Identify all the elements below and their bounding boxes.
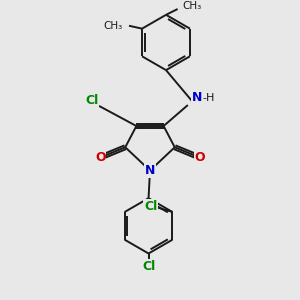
Text: N: N: [191, 91, 202, 104]
Text: CH₃: CH₃: [182, 1, 201, 11]
Text: Cl: Cl: [142, 260, 155, 273]
Text: O: O: [95, 151, 106, 164]
Text: -H: -H: [202, 93, 215, 103]
Text: Cl: Cl: [85, 94, 98, 107]
Text: N: N: [145, 164, 155, 177]
Text: O: O: [194, 151, 205, 164]
Text: Cl: Cl: [144, 200, 157, 213]
Text: CH₃: CH₃: [103, 21, 122, 31]
